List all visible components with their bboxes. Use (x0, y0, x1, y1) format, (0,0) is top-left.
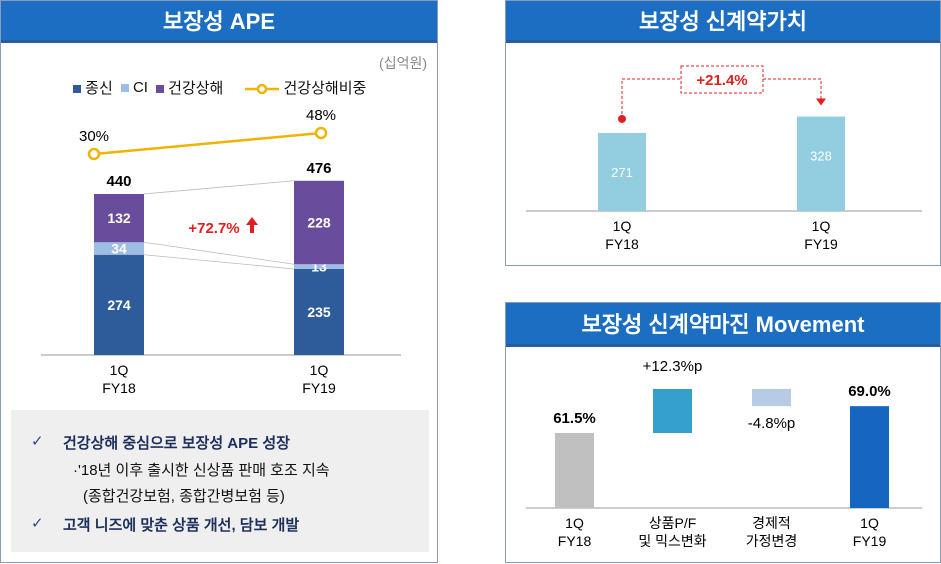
bar-1 (797, 116, 845, 211)
total-label: 440 (106, 173, 131, 190)
x-tick-label: 가정변경 (746, 533, 798, 549)
total-label: 476 (306, 160, 331, 177)
x-tick-label: FY19 (853, 533, 887, 549)
legend: 종신 CI 건강상해 건강상해비중 (73, 77, 366, 98)
x-tick-label: FY18 (558, 533, 592, 549)
note-bullet-2: 고객 니즈에 맞춘 상품 개선, 담보 개발 (63, 517, 300, 534)
connector-line (143, 254, 295, 270)
up-arrow-icon (246, 217, 258, 233)
value-title: 보장성 신계약가치 (506, 1, 940, 43)
margin-panel: 보장성 신계약마진 Movement 61.5% 1Q FY18 +12.3%p 상품P… (505, 302, 941, 563)
ape-panel: 보장성 APE (십억원) 종신 CI 건강상해 건강상해비중 274 34 132… (0, 0, 438, 563)
legend-item-1: CI (120, 79, 148, 96)
note-bullet-1: 건강상해 중심으로 보장성 APE 성장 (63, 435, 290, 452)
bar-3 (850, 406, 889, 508)
x-tick-label: FY19 (804, 236, 838, 252)
bar-label: 228 (307, 215, 331, 231)
bar-label: 328 (810, 149, 832, 164)
legend-item-2: 건강상해 (155, 77, 223, 98)
value-label: -4.8%p (748, 415, 796, 432)
connector-line (143, 180, 295, 195)
legend-line-icon (245, 83, 280, 95)
bar-label: 271 (611, 165, 633, 180)
value-chart: 271 1Q FY18 328 1Q FY19 +21.4% (526, 65, 922, 252)
arrow-down-icon (816, 98, 826, 106)
bar-2 (752, 388, 791, 407)
share-label: 48% (306, 107, 336, 124)
bar-label: 34 (111, 240, 127, 256)
x-tick-label: 1Q (310, 362, 329, 378)
value-panel: 보장성 신계약가치 271 1Q FY18 328 1Q FY19 +21.4% (505, 0, 941, 266)
bar-종신-0 (94, 254, 144, 355)
bar-label: 132 (107, 210, 131, 226)
note-sub-2: (종합건강보험, 종합간병보험 등) (83, 488, 285, 505)
check-icon: ✓ (31, 433, 44, 450)
check-icon: ✓ (31, 515, 44, 532)
bar-CI-0 (94, 242, 144, 255)
legend-swatch-1 (120, 84, 129, 92)
start-dot (618, 114, 626, 123)
x-tick-label: 1Q (110, 362, 129, 378)
legend-item-0: 종신 (73, 77, 113, 98)
growth-annotation: +21.4% (696, 72, 747, 89)
x-tick-label: 1Q (613, 218, 632, 234)
legend-swatch-0 (73, 85, 81, 93)
bar-건강상해-0 (94, 193, 144, 243)
growth-annotation: +72.7% (188, 220, 239, 237)
x-tick-label: 경제적 (752, 515, 791, 531)
x-tick-label: FY18 (605, 236, 639, 252)
x-tick-label: 및 믹스변화 (638, 533, 706, 549)
bar-0 (555, 433, 594, 508)
value-label: +12.3%p (643, 358, 703, 375)
margin-title: 보장성 신계약마진 Movement (506, 303, 940, 347)
x-tick-label: 1Q (860, 515, 879, 531)
connector-dashed (621, 78, 822, 119)
bar-label: 274 (107, 297, 131, 313)
x-tick-label: FY19 (302, 380, 336, 396)
bar-label: 235 (307, 304, 331, 320)
note-sub-1: ·'18년 이후 출시한 신상품 판매 호조 지속 (73, 462, 330, 479)
share-point (87, 147, 101, 161)
x-tick-label: 1Q (812, 218, 831, 234)
bar-건강상해-1 (294, 180, 344, 265)
bar-종신-1 (294, 268, 344, 355)
ape-chart: 274341324401QFY18235132284761QFY1930%48%… (41, 107, 401, 396)
unit-label: (십억원) (379, 55, 427, 71)
share-line (93, 131, 322, 156)
x-tick-label: 1Q (565, 515, 584, 531)
x-tick-label: FY18 (102, 380, 136, 396)
bar-CI-1 (294, 264, 344, 269)
bar-1 (653, 388, 692, 433)
legend-item-line: 건강상해비중 (245, 77, 366, 98)
share-label: 30% (79, 128, 109, 145)
bar-0 (598, 132, 646, 211)
margin-chart: 61.5% 1Q FY18 +12.3%p 상품P/F 및 믹스변화 -4.8%p 경제적가정… (526, 358, 922, 549)
ape-title: 보장성 APE (1, 1, 437, 43)
x-tick-label: 상품P/F (649, 515, 697, 531)
notes-box: ✓ 건강상해 중심으로 보장성 APE 성장 ·'18년 이후 출시한 신상품 … (11, 410, 429, 552)
connector-line (143, 241, 295, 265)
share-point (314, 126, 328, 140)
legend-swatch-2 (155, 85, 164, 93)
value-label: 69.0% (848, 383, 891, 400)
annotation-box (680, 65, 764, 94)
value-label: 61.5% (553, 410, 596, 427)
